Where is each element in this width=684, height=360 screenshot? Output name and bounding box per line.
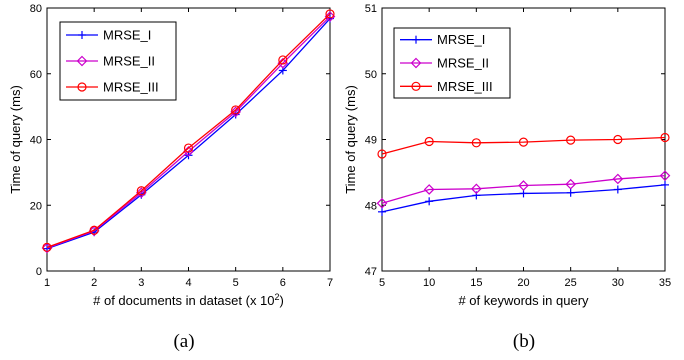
chart-b-point-0-1	[425, 197, 434, 206]
chart-b-ytick-label-4: 51	[365, 3, 377, 15]
chart-b-xtick-label-6: 35	[659, 277, 671, 289]
chart-b-xtick-label-4: 25	[565, 277, 577, 289]
chart-b-series-line-1	[381, 175, 666, 204]
chart-a-point-2-1	[89, 225, 99, 235]
chart-a-xtick-label-0: 1	[44, 277, 50, 289]
chart-a-point-1-6	[324, 11, 336, 22]
chart-b-point-1-5	[612, 173, 624, 185]
chart-a-xtick-label-5: 6	[280, 277, 286, 289]
chart-a-ytick-label-0: 0	[36, 266, 42, 278]
chart-b-point-2-4	[566, 135, 576, 145]
chart-b-legend-marker-0	[412, 35, 420, 44]
chart-b-series-mrse-ii	[376, 170, 671, 209]
chart-b-point-2-2	[471, 138, 481, 148]
chart-b-point-1-4	[565, 178, 577, 190]
chart-b-point-2-1	[424, 136, 434, 147]
chart-a-xlabel-main: # of documents in dataset (x 10	[93, 293, 274, 308]
chart-b-point-2-6	[660, 132, 670, 143]
chart-a-xlabel: # of documents in dataset (x 102)	[93, 292, 284, 308]
chart-b-point-2-5	[613, 134, 623, 145]
chart-b-ylabel: Time of query (ms)	[343, 85, 358, 194]
chart-a-legend-marker-2	[77, 82, 87, 92]
chart-b-point-1-3	[518, 180, 529, 191]
chart-b-xtick-label-1: 10	[423, 277, 435, 289]
chart-b-ytick-label-2: 49	[365, 135, 377, 147]
chart-a-legend-label-1: MRSE_II	[103, 54, 155, 69]
chart-b-point-2-0	[377, 149, 387, 159]
chart-a-point-2-6	[325, 9, 335, 19]
chart-a-point-2-0	[42, 242, 52, 252]
chart-b-legend-marker-1	[410, 57, 422, 69]
chart-a-point-1-3	[183, 145, 194, 157]
chart-a-xtick-label-6: 7	[327, 277, 333, 289]
chart-a-xlabel-end: )	[280, 293, 284, 308]
chart-a-point-2-4	[231, 105, 241, 115]
chart-a-xlabel-sup: 2	[275, 292, 280, 302]
chart-a-ytick-label-2: 40	[30, 135, 42, 147]
chart-a-point-1-2	[135, 187, 147, 199]
chart-a-point-2-5	[278, 55, 288, 65]
chart-a-point-1-5	[277, 57, 289, 69]
chart-a-legend-label-0: MRSE_I	[103, 28, 151, 43]
chart-b-point-1-0	[376, 197, 388, 209]
chart-a-ytick-label-1: 20	[30, 200, 42, 212]
chart-a-legend-label-2: MRSE_III	[103, 80, 159, 95]
chart-b-legend-label-0: MRSE_I	[437, 32, 485, 47]
chart-b-point-2-3	[518, 137, 529, 147]
chart-a-legend-marker-1	[76, 55, 88, 67]
chart-b-caption: (b)	[513, 331, 535, 352]
chart-b-point-1-1	[423, 184, 435, 195]
chart-a-xtick-label-4: 5	[233, 277, 239, 289]
chart-b-xlabel: # of keywords in query	[458, 293, 589, 308]
chart-b-point-0-5	[613, 185, 622, 194]
chart-a-legend: MRSE_I MRSE_II MRSE_III	[59, 21, 177, 101]
chart-b-point-0-4	[566, 188, 575, 197]
chart-b-legend-marker-2	[411, 81, 421, 91]
chart-b-legend-label-2: MRSE_III	[437, 79, 493, 94]
chart-b-legend: MRSE_I MRSE_II MRSE_III	[393, 27, 511, 99]
chart-a-caption: (a)	[173, 331, 194, 352]
chart-a-xtick-label-2: 3	[138, 277, 144, 289]
chart-a-point-1-1	[88, 225, 100, 237]
chart-b-xtick-label-2: 15	[470, 277, 482, 289]
chart-a-legend-marker-0	[78, 31, 86, 39]
chart-a-series-mrse-iii	[42, 9, 335, 252]
chart-a-point-2-3	[183, 143, 194, 153]
chart-b-series-line-2	[381, 136, 666, 155]
chart-b: 5 10 15 20 25 30 354748495051MRSE_IMRSE_IIMRSE…	[343, 3, 671, 352]
chart-b-point-1-6	[659, 170, 671, 182]
chart-a-ytick-label-3: 60	[30, 69, 42, 81]
chart-b-point-0-0	[378, 207, 386, 216]
chart-a-ylabel: Time of query (ms)	[8, 85, 23, 194]
chart-a-series-line-2	[46, 13, 331, 248]
chart-a-xtick-label-1: 2	[91, 277, 97, 289]
chart-b-point-1-2	[470, 183, 482, 195]
chart-b-ytick-label-3: 50	[365, 69, 377, 81]
chart-b-ytick-label-1: 48	[365, 200, 377, 212]
chart-a-point-1-4	[230, 106, 242, 118]
chart-b-ytick-label-0: 47	[365, 266, 377, 278]
chart-a-point-2-2	[136, 186, 146, 196]
chart-b-series-mrse-iii	[377, 132, 670, 159]
chart-a: 1 2 3 4 5 6 7 0 20 40 60 80 MRSE_I MRSE_II MRSE_III # o…	[8, 3, 336, 352]
chart-a-xtick-label-3: 4	[185, 277, 191, 289]
chart-b-series-mrse-i	[378, 180, 669, 216]
chart-b-point-0-6	[661, 180, 669, 189]
chart-a-ytick-label-4: 80	[30, 3, 42, 15]
chart-b-xtick-label-3: 20	[517, 277, 529, 289]
chart-b-xtick-label-5: 30	[612, 277, 624, 289]
chart-b-legend-label-1: MRSE_II	[437, 56, 489, 71]
chart-b-xtick-label-0: 5	[379, 277, 385, 289]
